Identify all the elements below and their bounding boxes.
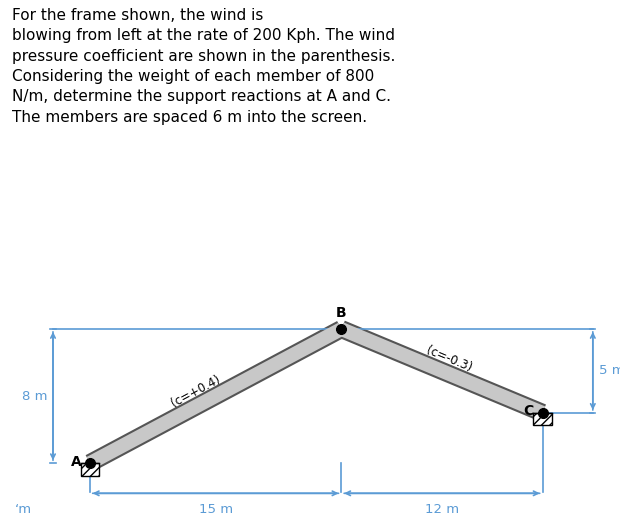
Text: (c=-0.3): (c=-0.3) (424, 344, 474, 374)
Bar (533, 413, 552, 425)
Text: A: A (71, 455, 81, 469)
Text: 12 m: 12 m (425, 503, 459, 516)
Text: C: C (523, 404, 533, 418)
Text: 5 m: 5 m (599, 364, 620, 377)
Text: B: B (336, 306, 347, 320)
Text: 15 m: 15 m (198, 503, 232, 516)
Bar (81, 463, 99, 476)
Text: (c=+0.4): (c=+0.4) (169, 373, 223, 409)
Text: ‘m: ‘m (14, 503, 32, 516)
Text: For the frame shown, the wind is
blowing from left at the rate of 200 Kph. The w: For the frame shown, the wind is blowing… (12, 8, 396, 125)
Text: 8 m: 8 m (22, 389, 47, 402)
